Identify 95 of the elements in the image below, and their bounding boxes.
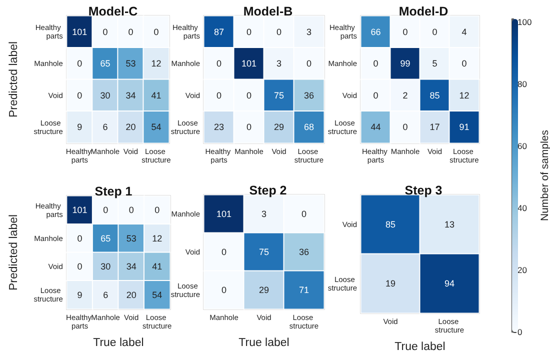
data-label: 87 — [214, 26, 224, 37]
data-label: 101 — [72, 205, 88, 216]
data-label: 30 — [100, 90, 110, 100]
data-label: 6 — [102, 122, 108, 132]
data-label: 34 — [126, 90, 136, 100]
x-axis-title: True label — [238, 337, 290, 349]
data-label: 29 — [258, 285, 270, 295]
data-label: 0 — [128, 205, 134, 216]
y-axis-title: Predicted label — [8, 214, 20, 291]
color-bar-label: 100 — [518, 17, 532, 28]
chart-title: Model-D — [398, 4, 448, 18]
data-label: 0 — [77, 233, 82, 244]
color-bar-label: 0 — [518, 327, 522, 337]
x-axis-title: True label — [93, 337, 144, 349]
data-label: 19 — [385, 278, 396, 288]
data-label: 85 — [430, 90, 440, 100]
data-label: 3 — [261, 209, 267, 219]
data-label: 71 — [298, 285, 310, 295]
data-label: 3 — [276, 58, 282, 69]
data-label: 0 — [373, 90, 378, 100]
data-label: 29 — [274, 122, 284, 132]
data-label: 12 — [459, 90, 470, 100]
data-label: 53 — [126, 233, 136, 244]
x-axis-title: True label — [394, 341, 446, 353]
data-label: 75 — [274, 90, 284, 100]
color-bar-label: 60 — [518, 141, 528, 152]
data-label: 0 — [432, 26, 438, 37]
data-label: 75 — [258, 247, 270, 257]
color-bar-title: Number of samples — [539, 130, 550, 222]
data-label: 0 — [103, 205, 108, 216]
y-axis-title: Predicted label — [8, 41, 20, 118]
data-label: 85 — [385, 220, 396, 230]
data-label: 68 — [304, 122, 314, 132]
data-label: 0 — [306, 58, 312, 69]
data-label: 0 — [128, 26, 134, 37]
data-label: 54 — [151, 122, 162, 132]
data-label: 20 — [126, 122, 136, 132]
color-bar-label: 20 — [518, 265, 528, 276]
data-label: 0 — [77, 90, 82, 100]
data-label: 99 — [400, 58, 410, 69]
data-label: 0 — [246, 26, 252, 37]
data-label: 0 — [402, 122, 408, 132]
data-label: 0 — [462, 58, 467, 69]
data-label: 30 — [100, 262, 111, 272]
data-label: 41 — [152, 262, 162, 272]
data-label: 65 — [100, 233, 111, 244]
data-label: 44 — [370, 122, 381, 132]
data-label: 34 — [126, 262, 136, 272]
data-label: 0 — [77, 58, 82, 69]
data-label: 0 — [154, 205, 160, 216]
color-bar-label: 40 — [518, 203, 528, 214]
data-label: 0 — [246, 90, 252, 100]
data-label: 101 — [72, 26, 88, 37]
data-label: 0 — [221, 285, 227, 295]
data-label: 0 — [216, 90, 222, 100]
data-label: 36 — [304, 90, 314, 100]
data-label: 5 — [432, 58, 438, 69]
chart-title: Model-B — [243, 4, 293, 18]
color-bar-label: 80 — [518, 79, 528, 90]
data-label: 101 — [241, 58, 257, 69]
data-label: 36 — [298, 247, 310, 257]
data-label: 53 — [126, 58, 136, 69]
data-label: 23 — [214, 122, 224, 132]
data-label: 17 — [430, 122, 440, 132]
data-label: 0 — [154, 26, 159, 37]
data-label: 94 — [444, 278, 455, 288]
data-label: 4 — [462, 26, 467, 37]
chart-title: Step 1 — [94, 184, 132, 198]
data-label: 3 — [306, 26, 312, 37]
data-label: 0 — [373, 58, 378, 69]
data-label: 9 — [77, 122, 82, 132]
data-label: 91 — [459, 122, 470, 132]
data-label: 66 — [370, 26, 381, 37]
data-label: 12 — [151, 58, 162, 69]
data-label: 9 — [77, 290, 82, 300]
data-label: 0 — [402, 26, 408, 37]
data-label: 6 — [103, 290, 108, 300]
chart-title: Step 2 — [249, 184, 287, 198]
data-label: 0 — [216, 58, 222, 69]
data-label: 101 — [216, 209, 232, 219]
data-label: 13 — [444, 220, 455, 230]
chart-title: Step 3 — [404, 184, 442, 198]
data-label: 12 — [152, 233, 162, 244]
data-label: 65 — [100, 58, 110, 69]
data-label: 0 — [221, 247, 227, 257]
data-label: 2 — [402, 90, 408, 100]
data-label: 54 — [152, 290, 162, 300]
data-label: 0 — [77, 262, 82, 272]
chart-title: Model-C — [88, 4, 138, 18]
data-label: 0 — [276, 26, 282, 37]
data-label: 0 — [102, 26, 108, 37]
data-label: 0 — [246, 122, 252, 132]
data-label: 0 — [301, 209, 307, 219]
data-label: 41 — [151, 90, 162, 100]
data-label: 20 — [126, 290, 136, 300]
